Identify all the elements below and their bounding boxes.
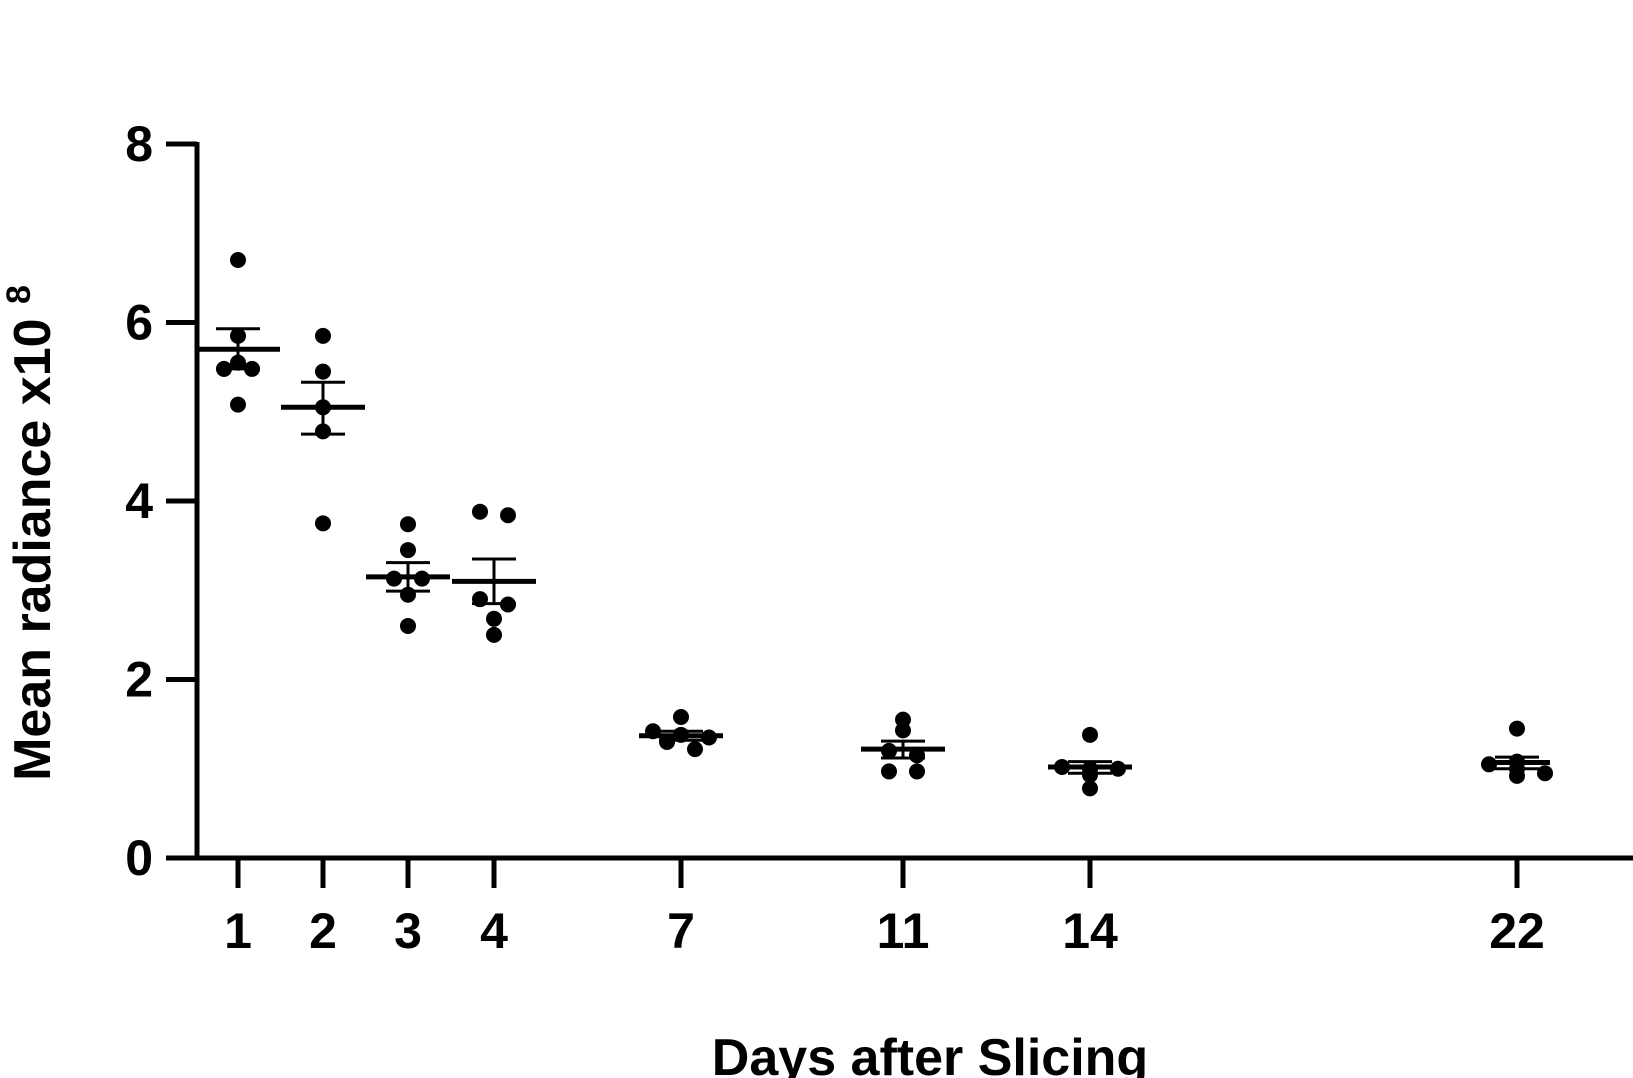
data-marks	[196, 252, 1553, 797]
group-day-2	[281, 327, 365, 532]
group-day-4	[452, 503, 536, 643]
group-day-1	[196, 252, 280, 413]
data-point	[895, 722, 911, 739]
data-point	[315, 363, 331, 380]
data-point	[486, 626, 502, 643]
data-point	[1082, 780, 1098, 797]
data-point	[881, 763, 897, 780]
x-tick-label: 7	[667, 903, 695, 959]
group-day-3	[366, 516, 450, 634]
x-axis: 1 2 3 4 7 11 14 22	[195, 855, 1633, 959]
data-point	[687, 741, 703, 758]
data-point	[909, 763, 925, 780]
group-day-11	[861, 711, 945, 780]
y-tick-label: 8	[125, 116, 153, 172]
x-tick-label: 14	[1062, 903, 1118, 959]
y-axis-title-superscript: 8	[0, 285, 38, 304]
data-point	[400, 542, 416, 559]
data-point	[400, 617, 416, 634]
group-day-14	[1048, 726, 1132, 797]
data-point	[230, 252, 246, 269]
x-axis-title: Days after Slicing	[712, 1029, 1148, 1078]
x-tick-label: 2	[309, 903, 337, 959]
x-tick-label: 11	[877, 903, 930, 959]
y-axis-title: Mean radiance x10 8	[0, 285, 62, 781]
data-point	[486, 610, 502, 627]
data-point	[472, 503, 488, 520]
data-point	[1509, 720, 1525, 737]
y-tick-label: 2	[125, 652, 153, 708]
data-point	[315, 327, 331, 344]
group-day-7	[639, 708, 723, 758]
data-point	[1082, 726, 1098, 743]
y-tick-label: 0	[125, 830, 153, 886]
data-point	[315, 515, 331, 532]
x-tick-label: 22	[1489, 903, 1545, 959]
x-tick-label: 4	[480, 903, 508, 959]
x-tick-label: 3	[394, 903, 422, 959]
y-tick-label: 4	[125, 473, 153, 529]
data-point	[500, 507, 516, 524]
y-axis: 0 2 4 6 8	[125, 116, 200, 886]
data-point	[1082, 766, 1098, 783]
x-tick-label: 1	[224, 903, 252, 959]
data-point	[1537, 765, 1553, 782]
data-point	[673, 708, 689, 725]
data-point	[230, 396, 246, 413]
y-tick-label: 6	[125, 295, 153, 351]
data-point	[400, 516, 416, 533]
data-point	[1509, 767, 1525, 784]
group-day-22	[1481, 720, 1553, 784]
y-axis-title-main: Mean radiance x10	[4, 318, 62, 780]
